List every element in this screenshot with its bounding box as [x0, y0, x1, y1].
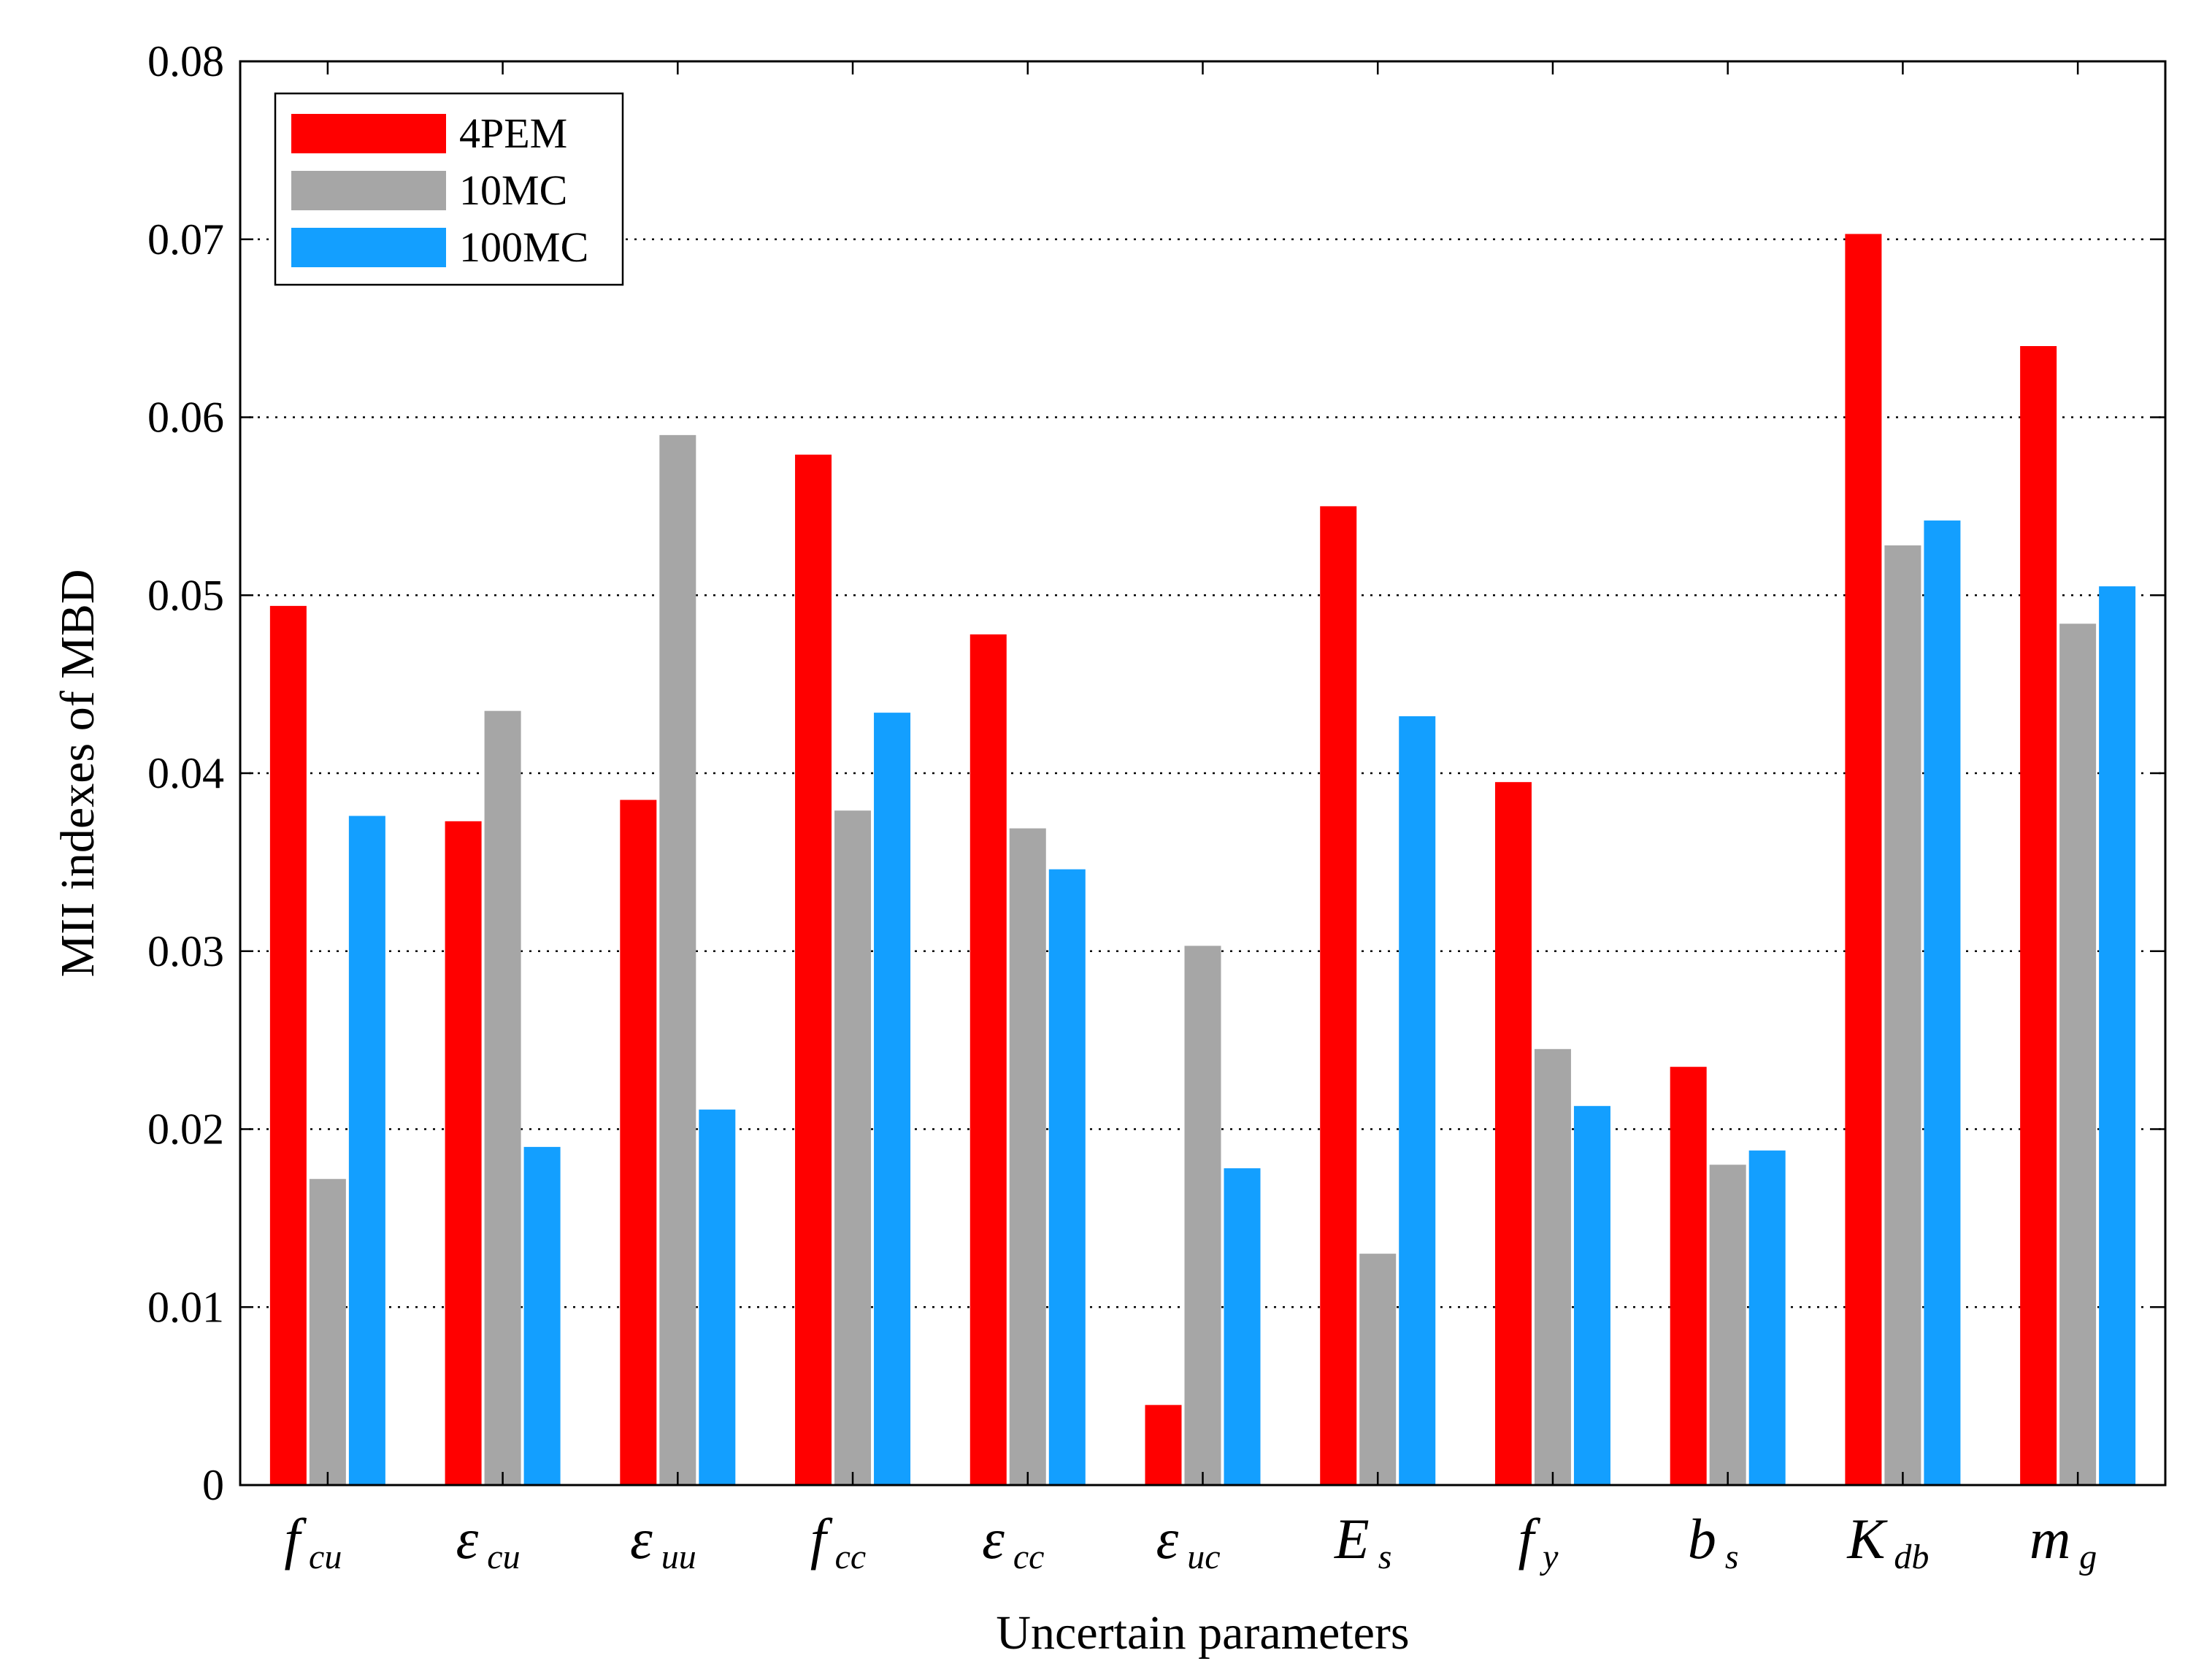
- legend-swatch: [291, 171, 446, 210]
- bar-4pem: [1845, 234, 1882, 1485]
- x-tick-label-sub: y: [1539, 1538, 1559, 1576]
- legend-label: 100MC: [459, 223, 588, 271]
- x-tick-label-main: ε: [456, 1507, 479, 1570]
- x-tick-label: ε cu: [456, 1507, 521, 1576]
- bar-100mc: [699, 1109, 736, 1485]
- x-tick-label: ε uc: [1156, 1507, 1220, 1576]
- bar-100mc: [523, 1146, 561, 1485]
- legend-swatch: [291, 228, 446, 267]
- bar-100mc: [1573, 1105, 1610, 1485]
- x-tick-label-main: f: [284, 1507, 307, 1570]
- bar-4pem: [795, 454, 832, 1485]
- x-tick-label-sub: s: [1725, 1538, 1739, 1576]
- legend-label: 4PEM: [459, 110, 567, 157]
- bar-group: [445, 710, 561, 1485]
- bar-10mc: [1709, 1165, 1746, 1485]
- bar-groups: [269, 234, 2136, 1485]
- x-tick-label-sub: uc: [1187, 1538, 1220, 1576]
- bar-100mc: [1048, 869, 1086, 1485]
- bar-group: [1670, 1067, 1786, 1485]
- y-tick-label: 0.03: [147, 927, 224, 975]
- bar-100mc: [1924, 520, 1961, 1485]
- y-axis-ticks: 0 0.01 0.02 0.03 0.04 0.05 0.06 0.07 0.08: [147, 37, 2165, 1509]
- bar-4pem: [1145, 1405, 1182, 1485]
- y-tick-label: 0: [202, 1461, 224, 1509]
- x-tick-label: f cu: [284, 1507, 342, 1576]
- bar-10mc: [1359, 1254, 1397, 1485]
- x-tick-label-sub: cc: [1013, 1538, 1045, 1576]
- bar-100mc: [1399, 716, 1436, 1485]
- x-tick-label-main: ε: [1156, 1507, 1178, 1570]
- bar-4pem: [1670, 1067, 1707, 1485]
- x-tick-label-sub: db: [1894, 1538, 1929, 1576]
- y-axis-title: MII indexes of MBD: [51, 569, 104, 977]
- x-axis-title: Uncertain parameters: [996, 1606, 1409, 1660]
- x-tick-label-main: f: [810, 1507, 833, 1570]
- y-tick-label: 0.07: [147, 215, 224, 264]
- bar-4pem: [445, 821, 482, 1485]
- bar-group: [1145, 946, 1261, 1485]
- x-tick-label-sub: cu: [309, 1538, 342, 1576]
- x-tick-label-main: f: [1518, 1507, 1540, 1570]
- x-tick-label-sub: cc: [835, 1538, 867, 1576]
- bar-4pem: [269, 605, 307, 1485]
- y-tick-label: 0.05: [147, 571, 224, 619]
- bar-100mc: [1748, 1150, 1786, 1485]
- bar-10mc: [834, 810, 872, 1485]
- bar-10mc: [1184, 946, 1221, 1485]
- x-tick-label-main: ε: [982, 1507, 1005, 1570]
- x-tick-label-sub: uu: [661, 1538, 696, 1576]
- bar-10mc: [659, 434, 696, 1485]
- bar-4pem: [1494, 782, 1532, 1485]
- bar-group: [2020, 346, 2136, 1485]
- legend-label: 10MC: [459, 166, 567, 214]
- y-tick-label: 0.08: [147, 37, 224, 85]
- x-tick-label-main: E: [1334, 1507, 1370, 1570]
- y-tick-label: 0.01: [147, 1283, 224, 1331]
- bar-100mc: [348, 816, 385, 1485]
- bar-group: [1320, 506, 1436, 1485]
- bar-10mc: [1009, 828, 1046, 1485]
- x-tick-label-sub: cu: [487, 1538, 520, 1576]
- bar-group: [969, 634, 1086, 1485]
- bar-4pem: [620, 799, 657, 1485]
- x-tick-label: f cc: [810, 1507, 866, 1576]
- bar-10mc: [309, 1178, 346, 1485]
- bar-group: [1494, 782, 1610, 1485]
- bar-4pem: [1320, 506, 1357, 1485]
- x-tick-label-main: ε: [630, 1507, 653, 1570]
- x-tick-label-sub: s: [1378, 1538, 1392, 1576]
- x-tick-label: ε cc: [982, 1507, 1044, 1576]
- x-tick-label-main: b: [1688, 1507, 1716, 1570]
- bar-group: [269, 605, 385, 1485]
- bar-10mc: [1534, 1048, 1571, 1485]
- x-tick-label: ε uu: [630, 1507, 696, 1576]
- bar-100mc: [1224, 1168, 1261, 1485]
- x-tick-label-main: m: [2030, 1507, 2070, 1570]
- bar-group: [620, 434, 736, 1485]
- x-tick-label-sub: g: [2079, 1538, 2097, 1576]
- y-tick-label: 0.06: [147, 394, 224, 442]
- bar-4pem: [2020, 346, 2057, 1485]
- legend: 4PEM 10MC 100MC: [274, 92, 624, 286]
- y-tick-label: 0.02: [147, 1105, 224, 1154]
- bar-group: [795, 454, 911, 1485]
- bar-10mc: [1884, 545, 1921, 1485]
- bar-10mc: [484, 710, 521, 1485]
- bar-100mc: [874, 713, 911, 1485]
- x-tick-label-main: K: [1846, 1507, 1888, 1570]
- bar-10mc: [2059, 624, 2097, 1485]
- bar-100mc: [2099, 586, 2136, 1485]
- bar-group: [1845, 234, 1961, 1485]
- y-tick-label: 0.04: [147, 749, 224, 797]
- bar-4pem: [969, 634, 1007, 1485]
- legend-swatch: [291, 114, 446, 153]
